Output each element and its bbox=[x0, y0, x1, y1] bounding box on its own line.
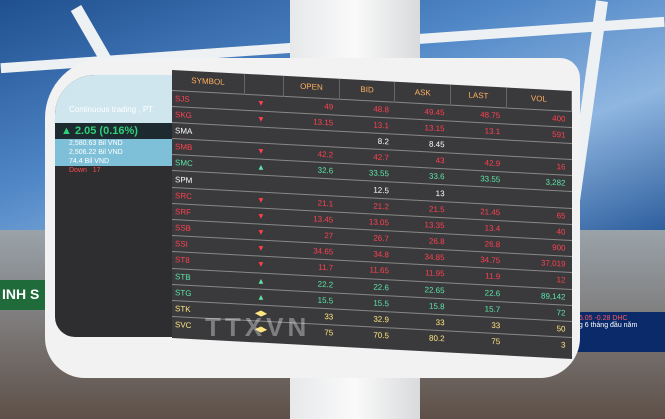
ticker-display: 16.05 -0.28 DHC ng 6 tháng đầu năm bbox=[572, 312, 665, 352]
ticker-line: ng 6 tháng đầu năm bbox=[575, 322, 638, 329]
cell-vol: 3 bbox=[506, 334, 572, 354]
value-line: 74.4 Bil VND bbox=[55, 157, 175, 166]
value-line: 2,506.22 Bil VND bbox=[55, 148, 175, 157]
ticker-line: 16.05 -0.28 DHC bbox=[575, 315, 628, 322]
down-label: Down bbox=[69, 167, 87, 174]
wall-sign: INH S bbox=[0, 280, 50, 310]
cell-bid: 70.5 bbox=[339, 325, 395, 345]
index-change: ▲ 2.05 (0.16%) bbox=[55, 123, 175, 139]
trading-status: Continuous trading , PT bbox=[55, 75, 175, 123]
index-panel: Continuous trading , PT ▲ 2.05 (0.16%) 2… bbox=[55, 75, 175, 337]
cell-ask: 80.2 bbox=[394, 328, 451, 348]
down-value: 17 bbox=[92, 167, 101, 174]
column-header bbox=[244, 73, 284, 96]
value-line: 2,580.63 Bil VND bbox=[55, 139, 175, 148]
watermark: TTXVN bbox=[205, 312, 311, 342]
cell-last: 75 bbox=[450, 331, 507, 351]
down-count: Down 17 bbox=[55, 166, 175, 175]
